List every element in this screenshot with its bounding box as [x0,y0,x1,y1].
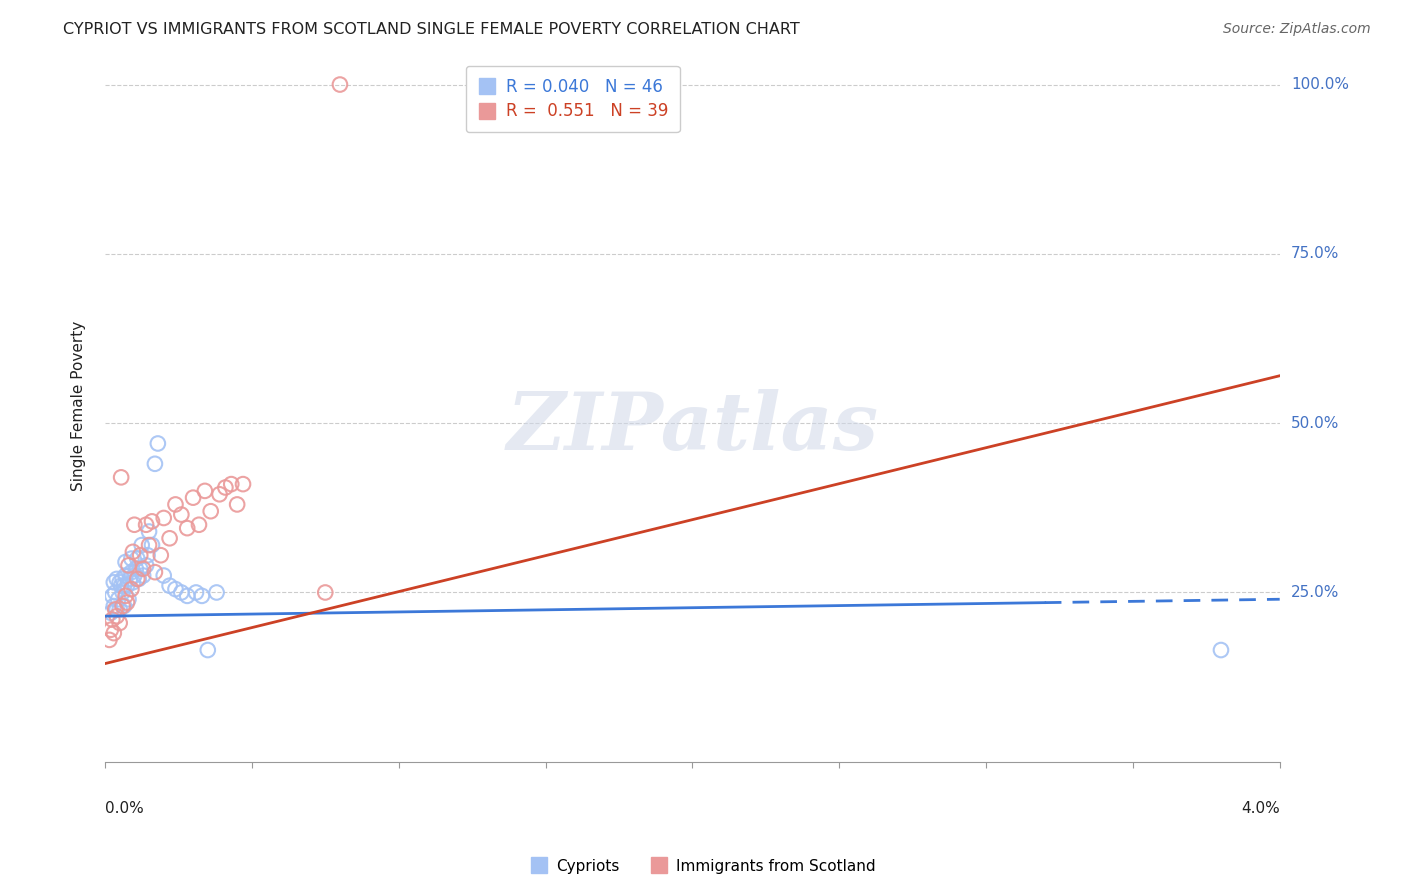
Point [191,589,214,603]
Point [108,575,131,590]
Point [176,589,198,603]
Text: 0.0%: 0.0% [105,801,143,816]
Point [103,599,125,613]
Point [98,632,121,647]
Point [103,575,125,590]
Text: Source: ZipAtlas.com: Source: ZipAtlas.com [1223,22,1371,37]
Point [146,436,169,450]
Point [194,483,217,498]
Point [118,572,141,586]
Point [159,579,181,593]
Point [105,609,128,624]
Point [141,538,163,552]
Point [197,643,219,657]
Text: 25.0%: 25.0% [1291,585,1339,600]
Point [125,562,148,576]
Point [165,582,187,596]
Point [120,565,142,579]
Text: 100.0%: 100.0% [1291,77,1348,92]
Point [101,589,124,603]
Point [159,531,181,545]
Point [124,568,146,582]
Point [135,558,157,573]
Point [120,582,142,596]
Point [138,524,160,539]
Point [103,626,125,640]
Point [114,555,136,569]
Point [100,623,122,637]
Point [117,558,139,573]
Point [105,602,128,616]
Legend: Cypriots, Immigrants from Scotland: Cypriots, Immigrants from Scotland [524,853,882,880]
Point [129,562,152,576]
Point [132,568,155,582]
Point [108,602,131,616]
Point [143,457,166,471]
Point [188,517,211,532]
Point [117,592,139,607]
Point [214,481,236,495]
Point [329,78,352,92]
Point [149,548,172,562]
Point [141,514,163,528]
Point [131,538,153,552]
Point [110,579,132,593]
Y-axis label: Single Female Poverty: Single Female Poverty [72,321,86,491]
Point [111,585,134,599]
Point [105,572,128,586]
Text: 75.0%: 75.0% [1291,246,1339,261]
Point [200,504,222,518]
Legend: R = 0.040   N = 46, R =  0.551   N = 39: R = 0.040 N = 46, R = 0.551 N = 39 [465,66,679,132]
Point [143,565,166,579]
Point [314,585,336,599]
Point [208,487,231,501]
Point [101,613,124,627]
Point [1209,643,1232,657]
Point [111,572,134,586]
Text: 4.0%: 4.0% [1241,801,1279,816]
Text: 50.0%: 50.0% [1291,416,1339,431]
Point [129,548,152,562]
Point [115,579,138,593]
Point [132,562,155,576]
Point [104,602,127,616]
Point [184,585,207,599]
Point [181,491,204,505]
Point [115,596,138,610]
Point [127,572,149,586]
Text: CYPRIOT VS IMMIGRANTS FROM SCOTLAND SINGLE FEMALE POVERTY CORRELATION CHART: CYPRIOT VS IMMIGRANTS FROM SCOTLAND SING… [63,22,800,37]
Point [112,599,135,613]
Point [136,548,159,562]
Point [170,508,193,522]
Point [219,477,242,491]
Point [128,572,150,586]
Point [138,538,160,552]
Point [108,615,131,630]
Point [124,517,146,532]
Point [176,521,198,535]
Point [114,589,136,603]
Point [107,592,129,607]
Point [205,585,228,599]
Point [104,585,127,599]
Point [114,568,136,582]
Point [165,498,187,512]
Point [135,517,157,532]
Point [122,575,145,590]
Point [152,511,174,525]
Point [170,585,193,599]
Point [122,545,145,559]
Point [112,579,135,593]
Point [111,599,134,613]
Point [110,470,132,484]
Text: ZIPatlas: ZIPatlas [506,389,879,467]
Point [100,606,122,620]
Point [152,568,174,582]
Point [226,498,249,512]
Point [127,551,149,566]
Point [232,477,254,491]
Point [120,551,142,566]
